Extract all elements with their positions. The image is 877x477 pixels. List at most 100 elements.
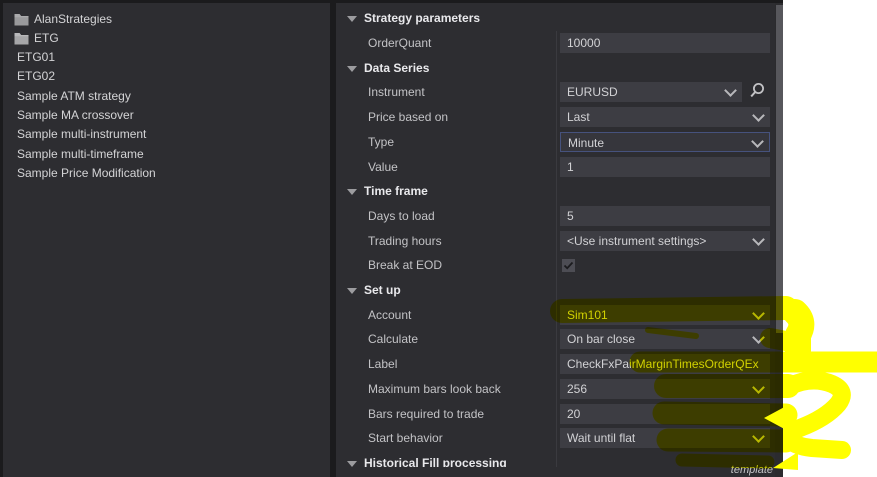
property-label: Account	[368, 308, 412, 322]
orderquant-input[interactable]: 10000	[560, 33, 770, 53]
property-label: Calculate	[368, 332, 419, 346]
property-label: Instrument	[368, 85, 425, 99]
start-behavior-value: Wait until flat	[567, 431, 636, 445]
collapse-triangle-icon[interactable]	[347, 288, 357, 294]
value-value: 1	[567, 160, 574, 174]
instrument-search-button[interactable]	[746, 82, 768, 102]
row-value: Value 1	[336, 155, 783, 180]
section-header: Data Series	[364, 61, 430, 75]
list-item-label: AlanStrategies	[34, 12, 113, 26]
break-at-eod-checkbox[interactable]	[562, 259, 575, 272]
label-input[interactable]: CheckFxPairMarginTimesOrderQEx	[560, 354, 770, 374]
type-dropdown[interactable]: Minute	[560, 132, 770, 152]
label-value: CheckFxPairMarginTimesOrderQEx	[567, 357, 759, 371]
bars-required-value: 20	[567, 407, 581, 421]
price-based-on-dropdown[interactable]: Last	[560, 107, 770, 127]
row-account: Account Sim101	[336, 303, 783, 328]
list-item-etg01[interactable]: ETG01	[3, 48, 330, 67]
collapse-triangle-icon[interactable]	[347, 189, 357, 195]
calculate-value: On bar close	[567, 332, 636, 346]
list-item-alanstrategies[interactable]: AlanStrategies	[3, 10, 330, 29]
bars-required-input[interactable]: 20	[560, 404, 770, 424]
property-label: Label	[368, 357, 398, 371]
collapse-triangle-icon[interactable]	[347, 66, 357, 72]
row-calculate: Calculate On bar close	[336, 327, 783, 352]
row-start-behavior: Start behavior Wait until flat	[336, 426, 783, 451]
orderquant-value: 10000	[567, 36, 601, 50]
calculate-dropdown[interactable]: On bar close	[560, 329, 770, 349]
property-label: Maximum bars look back	[368, 382, 501, 396]
instrument-dropdown[interactable]: EURUSD	[560, 82, 742, 102]
app-window: AlanStrategies ETG ETG01 ETG02 Sample AT…	[0, 0, 783, 477]
value-input[interactable]: 1	[560, 157, 770, 177]
list-item-label: Sample ATM strategy	[17, 89, 131, 103]
property-label: Price based on	[368, 110, 449, 124]
section-strategy-parameters[interactable]: Strategy parameters	[336, 6, 783, 31]
instrument-value: EURUSD	[567, 85, 618, 99]
chevron-down-icon	[752, 331, 765, 344]
trading-hours-value: <Use instrument settings>	[567, 234, 707, 248]
property-label: Trading hours	[368, 234, 442, 248]
property-grid-panel: Strategy parameters OrderQuant 10000 Dat…	[336, 3, 783, 477]
chevron-down-icon	[752, 381, 765, 394]
list-item-sample-price-modification[interactable]: Sample Price Modification	[3, 164, 330, 183]
property-grid: Strategy parameters OrderQuant 10000 Dat…	[336, 3, 783, 467]
section-header: Historical Fill processing	[364, 456, 507, 467]
max-bars-value: 256	[567, 382, 588, 396]
row-instrument: Instrument EURUSD	[336, 80, 783, 105]
section-set-up[interactable]: Set up	[336, 278, 783, 303]
list-item-sample-multi-instrument[interactable]: Sample multi-instrument	[3, 125, 330, 144]
type-value: Minute	[568, 136, 605, 150]
chevron-down-icon	[724, 84, 737, 97]
strategy-list-panel: AlanStrategies ETG ETG01 ETG02 Sample AT…	[3, 3, 330, 477]
list-item-label: ETG	[34, 31, 59, 45]
property-label: Type	[368, 135, 395, 149]
start-behavior-dropdown[interactable]: Wait until flat	[560, 428, 770, 448]
chevron-down-icon	[752, 307, 765, 320]
scrollbar-track[interactable]	[775, 3, 783, 477]
property-label: Break at EOD	[368, 258, 443, 272]
days-to-load-input[interactable]: 5	[560, 206, 770, 226]
account-dropdown[interactable]: Sim101	[560, 305, 770, 325]
list-item-sample-ma[interactable]: Sample MA crossover	[3, 106, 330, 125]
row-max-bars: Maximum bars look back 256	[336, 377, 783, 402]
trading-hours-dropdown[interactable]: <Use instrument settings>	[560, 231, 770, 251]
chevron-down-icon	[752, 109, 765, 122]
section-header: Set up	[364, 283, 401, 297]
section-header: Strategy parameters	[364, 11, 481, 25]
list-item-label: ETG02	[17, 69, 56, 83]
row-trading-hours: Trading hours <Use instrument settings>	[336, 229, 783, 254]
list-item-label: ETG01	[17, 50, 56, 64]
row-type: Type Minute	[336, 130, 783, 155]
list-item-label: Sample multi-instrument	[17, 127, 147, 141]
days-to-load-value: 5	[567, 209, 574, 223]
section-data-series[interactable]: Data Series	[336, 56, 783, 81]
property-label: OrderQuant	[368, 36, 432, 50]
scrollbar-thumb[interactable]	[776, 5, 783, 333]
max-bars-dropdown[interactable]: 256	[560, 379, 770, 399]
template-link[interactable]: template	[730, 464, 773, 476]
section-time-frame[interactable]: Time frame	[336, 179, 783, 204]
account-value: Sim101	[567, 308, 608, 322]
column-divider	[556, 31, 557, 467]
price-based-on-value: Last	[567, 110, 590, 124]
collapse-triangle-icon[interactable]	[347, 461, 357, 467]
property-label: Start behavior	[368, 431, 443, 445]
property-label: Bars required to trade	[368, 407, 485, 421]
property-label: Days to load	[368, 209, 435, 223]
row-label: Label CheckFxPairMarginTimesOrderQEx	[336, 352, 783, 377]
row-price-based-on: Price based on Last	[336, 105, 783, 130]
list-item-etg02[interactable]: ETG02	[3, 67, 330, 86]
search-icon	[749, 83, 766, 102]
row-break-at-eod: Break at EOD	[336, 253, 783, 278]
section-historical-fill[interactable]: Historical Fill processing	[336, 451, 783, 467]
list-item-sample-atm[interactable]: Sample ATM strategy	[3, 87, 330, 106]
chevron-down-icon	[752, 233, 765, 246]
list-item-sample-multi-timeframe[interactable]: Sample multi-timeframe	[3, 145, 330, 164]
property-label: Value	[368, 160, 398, 174]
list-item-label: Sample multi-timeframe	[17, 147, 144, 161]
list-item-etg[interactable]: ETG	[3, 29, 330, 48]
row-bars-required: Bars required to trade 20	[336, 402, 783, 427]
row-days-to-load: Days to load 5	[336, 204, 783, 229]
collapse-triangle-icon[interactable]	[347, 16, 357, 22]
